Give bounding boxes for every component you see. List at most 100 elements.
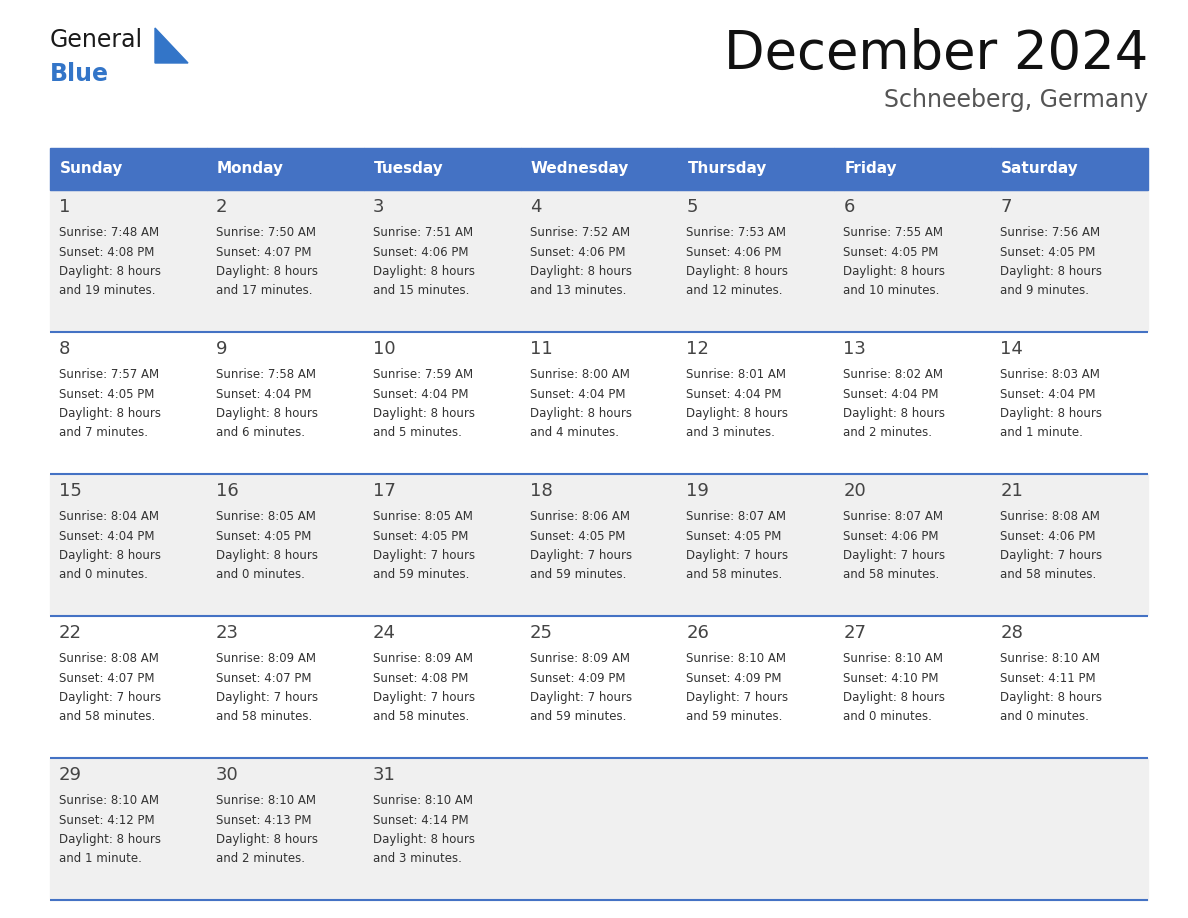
Text: General: General — [50, 28, 143, 52]
Text: Daylight: 8 hours: Daylight: 8 hours — [530, 407, 632, 420]
Text: and 58 minutes.: and 58 minutes. — [687, 568, 783, 581]
Bar — [207, 148, 364, 190]
Text: Sunset: 4:05 PM: Sunset: 4:05 PM — [843, 245, 939, 259]
Text: Sunset: 4:07 PM: Sunset: 4:07 PM — [216, 245, 311, 259]
Text: 29: 29 — [59, 766, 82, 784]
Text: Sunrise: 7:50 AM: Sunrise: 7:50 AM — [216, 226, 316, 239]
Text: 13: 13 — [843, 340, 866, 358]
Text: Sunset: 4:06 PM: Sunset: 4:06 PM — [843, 530, 939, 543]
Text: 11: 11 — [530, 340, 552, 358]
Text: Sunday: Sunday — [61, 162, 124, 176]
Text: Daylight: 7 hours: Daylight: 7 hours — [373, 549, 475, 562]
Text: Daylight: 7 hours: Daylight: 7 hours — [216, 691, 318, 704]
Text: Sunrise: 8:04 AM: Sunrise: 8:04 AM — [59, 510, 159, 523]
Text: Daylight: 7 hours: Daylight: 7 hours — [687, 549, 789, 562]
Text: Sunset: 4:04 PM: Sunset: 4:04 PM — [373, 387, 468, 400]
Text: and 58 minutes.: and 58 minutes. — [216, 711, 312, 723]
Text: Sunrise: 8:00 AM: Sunrise: 8:00 AM — [530, 368, 630, 381]
Text: and 59 minutes.: and 59 minutes. — [687, 711, 783, 723]
Text: Sunrise: 8:03 AM: Sunrise: 8:03 AM — [1000, 368, 1100, 381]
Text: Sunrise: 7:55 AM: Sunrise: 7:55 AM — [843, 226, 943, 239]
Text: 24: 24 — [373, 624, 396, 642]
Bar — [50, 148, 207, 190]
Text: Daylight: 8 hours: Daylight: 8 hours — [687, 265, 789, 278]
Text: Sunset: 4:04 PM: Sunset: 4:04 PM — [59, 530, 154, 543]
Text: Sunrise: 8:05 AM: Sunrise: 8:05 AM — [373, 510, 473, 523]
Text: and 3 minutes.: and 3 minutes. — [373, 853, 462, 866]
Text: December 2024: December 2024 — [723, 28, 1148, 80]
Text: and 2 minutes.: and 2 minutes. — [843, 427, 933, 440]
Text: Sunrise: 8:10 AM: Sunrise: 8:10 AM — [1000, 652, 1100, 665]
Text: 23: 23 — [216, 624, 239, 642]
Bar — [364, 148, 520, 190]
Text: Daylight: 8 hours: Daylight: 8 hours — [59, 549, 162, 562]
Text: and 9 minutes.: and 9 minutes. — [1000, 285, 1089, 297]
Text: Sunrise: 8:06 AM: Sunrise: 8:06 AM — [530, 510, 630, 523]
Text: Sunrise: 8:07 AM: Sunrise: 8:07 AM — [687, 510, 786, 523]
Text: 22: 22 — [59, 624, 82, 642]
Text: Daylight: 7 hours: Daylight: 7 hours — [843, 549, 946, 562]
Text: Sunset: 4:11 PM: Sunset: 4:11 PM — [1000, 671, 1095, 685]
Text: and 17 minutes.: and 17 minutes. — [216, 285, 312, 297]
Text: 20: 20 — [843, 482, 866, 500]
Text: Daylight: 7 hours: Daylight: 7 hours — [530, 549, 632, 562]
Text: Sunrise: 8:10 AM: Sunrise: 8:10 AM — [687, 652, 786, 665]
Text: Sunset: 4:04 PM: Sunset: 4:04 PM — [843, 387, 939, 400]
Text: Sunset: 4:06 PM: Sunset: 4:06 PM — [1000, 530, 1095, 543]
Text: Sunrise: 8:09 AM: Sunrise: 8:09 AM — [216, 652, 316, 665]
Text: Sunrise: 8:02 AM: Sunrise: 8:02 AM — [843, 368, 943, 381]
Text: Daylight: 8 hours: Daylight: 8 hours — [216, 407, 318, 420]
Text: 6: 6 — [843, 198, 854, 216]
Text: and 58 minutes.: and 58 minutes. — [1000, 568, 1097, 581]
Text: 2: 2 — [216, 198, 227, 216]
Text: and 0 minutes.: and 0 minutes. — [216, 568, 305, 581]
Bar — [991, 148, 1148, 190]
Text: Sunset: 4:04 PM: Sunset: 4:04 PM — [1000, 387, 1095, 400]
Text: Wednesday: Wednesday — [531, 162, 628, 176]
Text: Daylight: 8 hours: Daylight: 8 hours — [216, 265, 318, 278]
Text: 18: 18 — [530, 482, 552, 500]
Text: Sunset: 4:08 PM: Sunset: 4:08 PM — [59, 245, 154, 259]
Text: and 19 minutes.: and 19 minutes. — [59, 285, 156, 297]
Text: Saturday: Saturday — [1001, 162, 1079, 176]
Text: Sunset: 4:13 PM: Sunset: 4:13 PM — [216, 813, 311, 826]
Text: Daylight: 8 hours: Daylight: 8 hours — [59, 407, 162, 420]
Bar — [50, 616, 1148, 758]
Text: and 4 minutes.: and 4 minutes. — [530, 427, 619, 440]
Text: Daylight: 8 hours: Daylight: 8 hours — [216, 549, 318, 562]
Text: 1: 1 — [59, 198, 70, 216]
Text: and 1 minute.: and 1 minute. — [59, 853, 141, 866]
Text: 4: 4 — [530, 198, 541, 216]
Text: Sunrise: 8:05 AM: Sunrise: 8:05 AM — [216, 510, 316, 523]
Text: Daylight: 7 hours: Daylight: 7 hours — [1000, 549, 1102, 562]
Text: and 1 minute.: and 1 minute. — [1000, 427, 1083, 440]
Text: Sunrise: 7:58 AM: Sunrise: 7:58 AM — [216, 368, 316, 381]
Text: Daylight: 7 hours: Daylight: 7 hours — [530, 691, 632, 704]
Text: Sunrise: 8:10 AM: Sunrise: 8:10 AM — [59, 794, 159, 807]
Text: Daylight: 8 hours: Daylight: 8 hours — [216, 833, 318, 846]
Text: 5: 5 — [687, 198, 697, 216]
Text: Sunset: 4:07 PM: Sunset: 4:07 PM — [59, 671, 154, 685]
Text: Sunset: 4:05 PM: Sunset: 4:05 PM — [687, 530, 782, 543]
Text: and 58 minutes.: and 58 minutes. — [373, 711, 469, 723]
Text: and 7 minutes.: and 7 minutes. — [59, 427, 148, 440]
Text: Sunset: 4:09 PM: Sunset: 4:09 PM — [687, 671, 782, 685]
Text: Sunset: 4:06 PM: Sunset: 4:06 PM — [373, 245, 468, 259]
Text: Daylight: 8 hours: Daylight: 8 hours — [373, 407, 475, 420]
Text: Sunset: 4:05 PM: Sunset: 4:05 PM — [373, 530, 468, 543]
Text: and 10 minutes.: and 10 minutes. — [843, 285, 940, 297]
Bar — [50, 190, 1148, 332]
Bar — [50, 474, 1148, 616]
Text: Sunrise: 7:53 AM: Sunrise: 7:53 AM — [687, 226, 786, 239]
Text: 8: 8 — [59, 340, 70, 358]
Text: and 58 minutes.: and 58 minutes. — [843, 568, 940, 581]
Bar — [50, 758, 1148, 900]
Text: Sunset: 4:06 PM: Sunset: 4:06 PM — [687, 245, 782, 259]
Text: Daylight: 7 hours: Daylight: 7 hours — [687, 691, 789, 704]
Text: Daylight: 8 hours: Daylight: 8 hours — [1000, 691, 1102, 704]
Text: Sunrise: 8:01 AM: Sunrise: 8:01 AM — [687, 368, 786, 381]
Bar — [834, 148, 991, 190]
Text: Sunrise: 8:10 AM: Sunrise: 8:10 AM — [216, 794, 316, 807]
Text: and 0 minutes.: and 0 minutes. — [59, 568, 147, 581]
Text: Sunset: 4:05 PM: Sunset: 4:05 PM — [59, 387, 154, 400]
